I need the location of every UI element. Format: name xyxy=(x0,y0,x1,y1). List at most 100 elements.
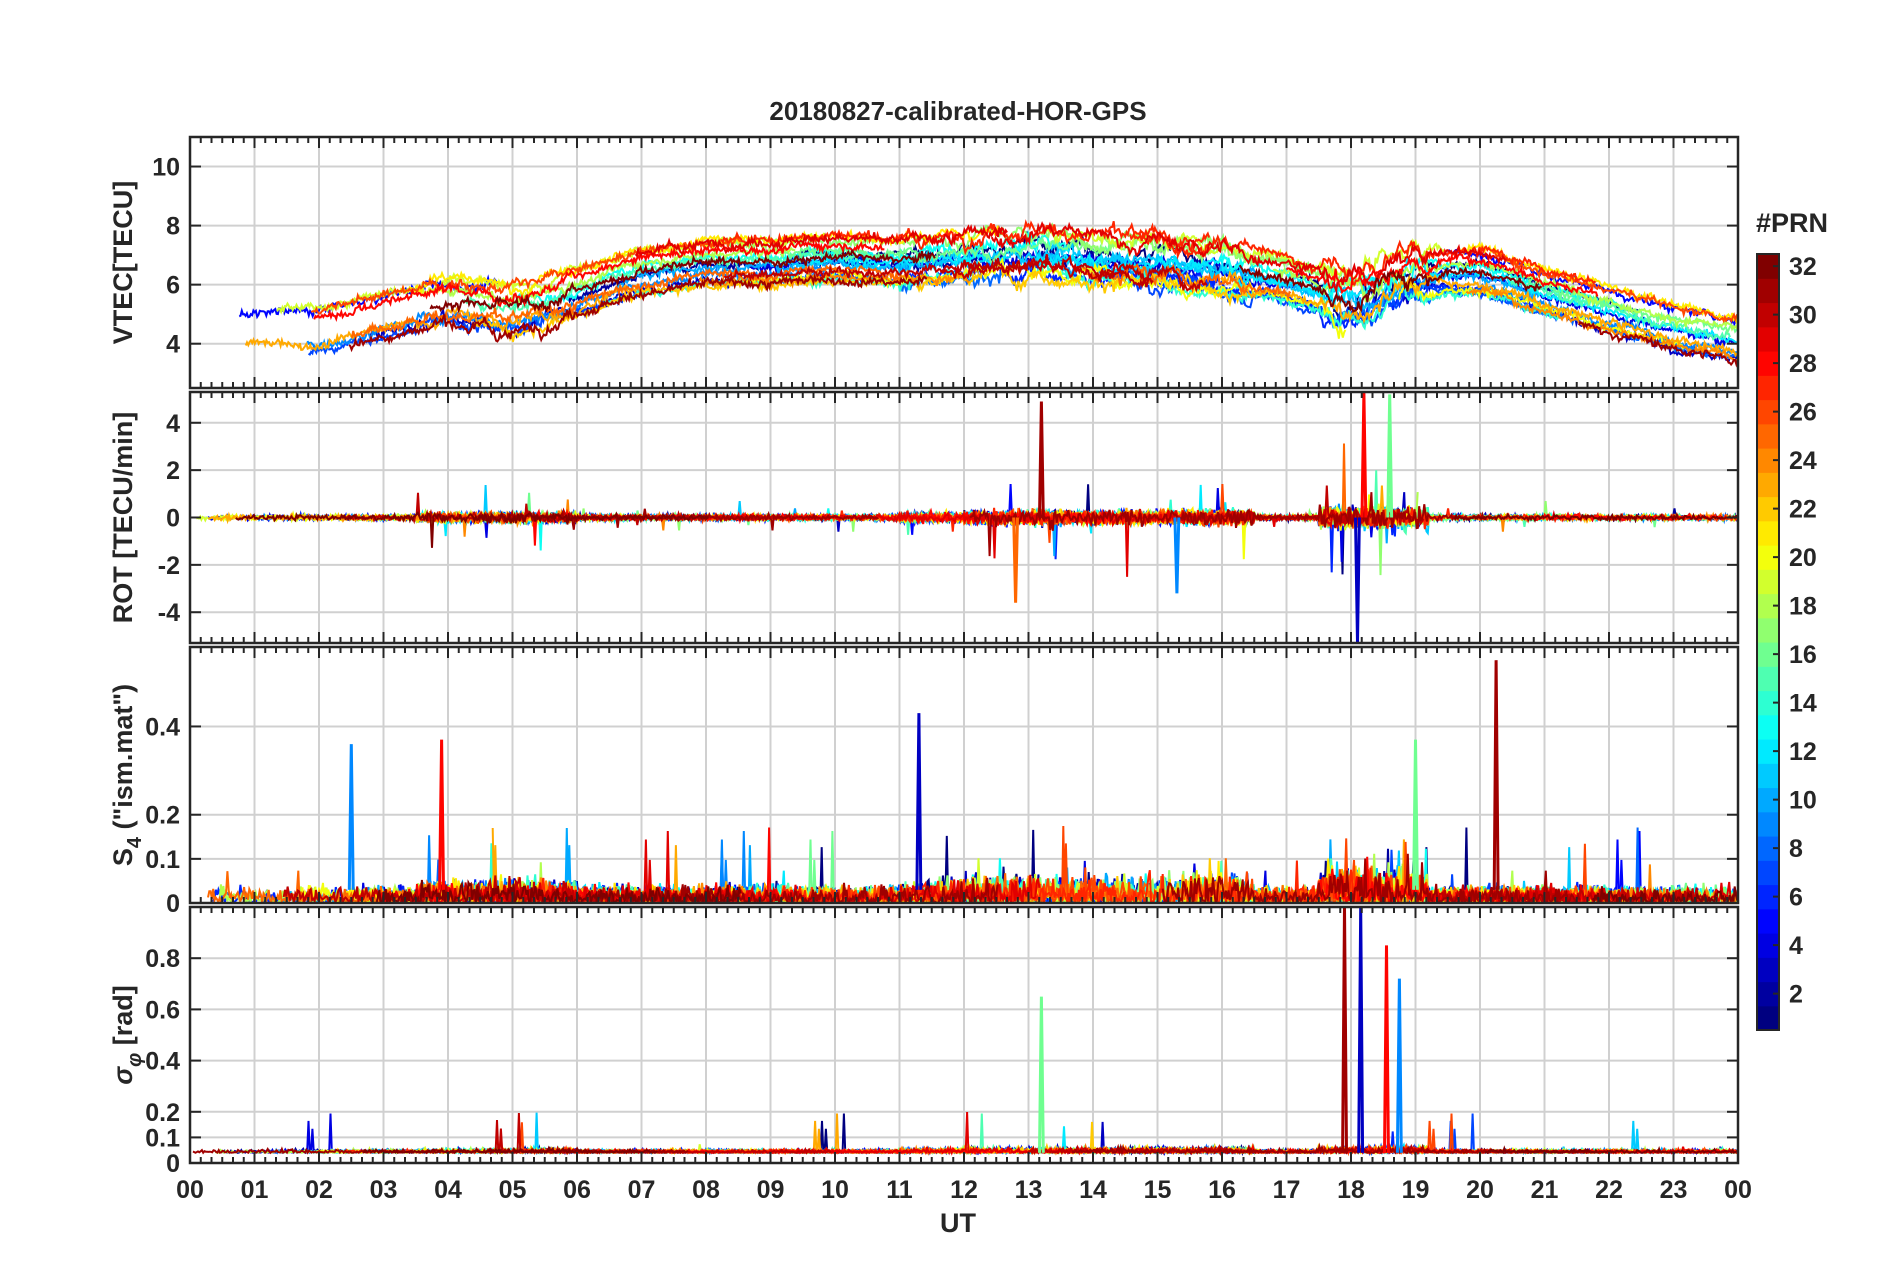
colorbar-segment xyxy=(1757,472,1779,498)
peak-mark xyxy=(1038,996,1045,1153)
series-prn-32 xyxy=(1453,511,1738,524)
x-tick-label: 10 xyxy=(821,1176,849,1204)
x-tick-label: 12 xyxy=(950,1176,978,1204)
y-axis-label-rot: ROT [TECU/min] xyxy=(108,412,138,623)
y-tick-label: 0 xyxy=(166,1150,180,1178)
x-tick-label: 14 xyxy=(1079,1176,1107,1204)
x-tick-label: 00 xyxy=(1724,1176,1752,1204)
colorbar-segment xyxy=(1757,642,1779,667)
series-group xyxy=(238,219,1738,368)
colorbar-segment xyxy=(1757,278,1779,304)
colorbar-segment xyxy=(1757,423,1779,449)
series-prn-15 xyxy=(462,249,873,316)
y-tick-label: 2 xyxy=(166,457,180,485)
series-prn-26 xyxy=(310,235,742,315)
peak-mark xyxy=(1173,517,1181,594)
figure-title: 20180827-calibrated-HOR-GPS xyxy=(769,96,1146,126)
x-tick-label: 05 xyxy=(499,1176,527,1204)
colorbar-tick-label: 30 xyxy=(1789,302,1817,330)
peak-mark xyxy=(1360,392,1368,518)
colorbar-segment xyxy=(1757,1005,1779,1031)
colorbar-tick-label: 32 xyxy=(1789,253,1817,281)
x-axis-label: UT xyxy=(940,1208,976,1238)
series-prn-32 xyxy=(1238,264,1543,313)
series-prn-21 xyxy=(400,225,1002,299)
series-prn-31 xyxy=(969,492,1487,557)
x-tick-label: 21 xyxy=(1531,1176,1559,1204)
colorbar-tick-label: 20 xyxy=(1789,544,1817,572)
y-tick-label: 0.2 xyxy=(145,1099,180,1127)
y-tick-label: 0.8 xyxy=(145,945,180,973)
x-tick-label: 07 xyxy=(628,1176,656,1204)
colorbar-tick-label: 2 xyxy=(1789,981,1803,1009)
x-tick-label: 04 xyxy=(434,1176,462,1204)
peak-mark xyxy=(438,739,445,890)
colorbar-tick-label: 26 xyxy=(1789,399,1817,427)
colorbar-tick-label: 28 xyxy=(1789,350,1817,378)
colorbar-segment xyxy=(1757,811,1779,837)
colorbar-segment xyxy=(1757,448,1779,473)
peak-mark xyxy=(1038,401,1045,518)
colorbar-segment xyxy=(1757,714,1779,740)
series-group xyxy=(192,907,1738,1157)
colorbar-tick-label: 6 xyxy=(1789,884,1803,912)
x-tick-label: 16 xyxy=(1208,1176,1236,1204)
series-prn-23 xyxy=(1220,270,1738,358)
x-tick-label: 17 xyxy=(1273,1176,1301,1204)
series-prn-31 xyxy=(1577,320,1738,368)
x-tick-label: 01 xyxy=(241,1176,269,1204)
y-tick-label: 0 xyxy=(166,505,180,533)
colorbar-tick-label: 8 xyxy=(1789,835,1803,863)
y-tick-label: 4 xyxy=(166,331,180,359)
peak-mark xyxy=(1012,517,1019,603)
colorbar-tick-label: 4 xyxy=(1789,932,1803,960)
y-tick-label: 0.1 xyxy=(145,1124,180,1152)
series-prn-32 xyxy=(235,510,709,548)
y-tick-label: 8 xyxy=(166,213,180,241)
series-prn-32 xyxy=(1484,1145,1738,1155)
y-tick-label: 4 xyxy=(166,410,180,438)
x-tick-label: 15 xyxy=(1144,1176,1172,1204)
y-tick-label: -4 xyxy=(158,599,180,627)
panel-vtec: 4 6 8 10 VTEC[TECU] xyxy=(108,135,1740,390)
colorbar-segment xyxy=(1757,957,1779,983)
panel-sigma_phi: 00.10.2 0.4 0.6 0.8 σφ [rad] xyxy=(108,905,1740,1178)
y-axis-label-s4: S4 ("ism.mat") xyxy=(108,684,146,866)
colorbar-segment xyxy=(1757,496,1779,522)
y-axis-label-vtec: VTEC[TECU] xyxy=(108,181,138,345)
series-prn-31 xyxy=(477,508,879,531)
panel-rot: -4 -2 0 2 4 ROT [TECU/min] xyxy=(108,390,1740,645)
series-prn-30 xyxy=(941,254,1208,294)
series-prn-22 xyxy=(474,274,884,342)
series-prn-30 xyxy=(1436,884,1707,903)
colorbar-tick-label: 10 xyxy=(1789,787,1817,815)
x-tick-label: 22 xyxy=(1595,1176,1623,1204)
colorbar-frame xyxy=(1756,253,1780,1031)
y-tick-label: 0 xyxy=(166,890,180,918)
peak-mark xyxy=(347,744,355,890)
x-tick-label: 03 xyxy=(370,1176,398,1204)
y-tick-label: 0.4 xyxy=(145,1048,180,1076)
series-prn-32 xyxy=(362,1145,658,1155)
y-tick-label: 0.6 xyxy=(145,996,180,1024)
peak-mark xyxy=(1412,739,1419,890)
x-tick-label: 08 xyxy=(692,1176,720,1204)
colorbar-segment xyxy=(1757,375,1779,401)
colorbar-segment xyxy=(1757,302,1779,328)
x-tick-label: 20 xyxy=(1466,1176,1494,1204)
x-tick-label: 11 xyxy=(886,1176,913,1204)
colorbar-segment xyxy=(1757,981,1779,1007)
peak-mark xyxy=(1395,978,1403,1153)
series-prn-18 xyxy=(444,243,796,306)
series-prn-31 xyxy=(594,877,999,903)
peak-mark xyxy=(1354,517,1361,643)
series-group xyxy=(195,392,1738,643)
colorbar-tick-label: 18 xyxy=(1789,593,1817,621)
colorbar-segment xyxy=(1757,399,1779,425)
colorbar-segment xyxy=(1757,520,1779,546)
colorbar-tick-label: 16 xyxy=(1789,641,1817,669)
x-tick-label: 18 xyxy=(1337,1176,1365,1204)
series-prn-26 xyxy=(1491,250,1738,324)
colorbar-segment xyxy=(1757,326,1779,352)
